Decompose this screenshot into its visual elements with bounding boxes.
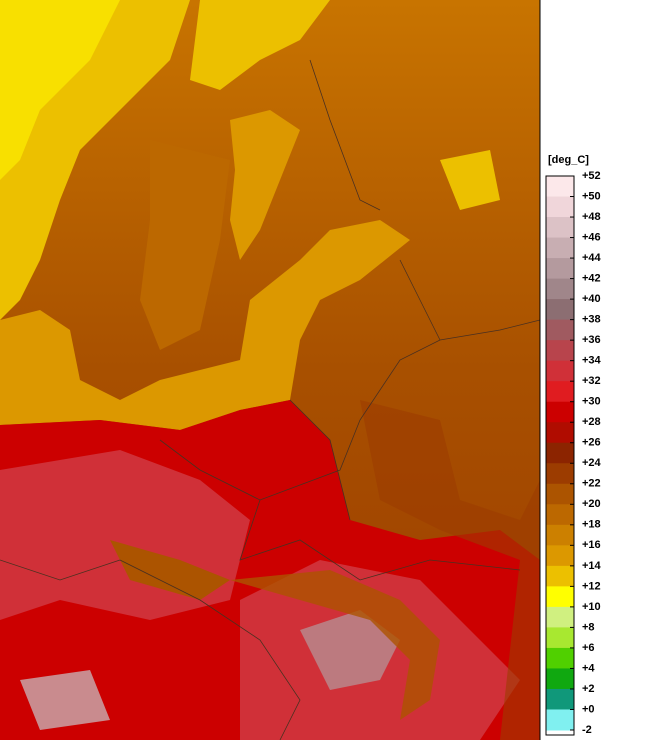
map-ridge <box>110 540 230 600</box>
legend-label: +44 <box>582 252 602 264</box>
legend-label: +0 <box>582 703 595 715</box>
legend-label: +2 <box>582 683 595 695</box>
map-lake <box>440 150 500 210</box>
legend-swatch <box>546 606 574 628</box>
map-patch <box>20 670 110 730</box>
map-region <box>360 400 540 740</box>
legend-label: +36 <box>582 334 601 346</box>
map-region <box>0 0 120 180</box>
legend-swatch <box>546 647 574 669</box>
map-borders <box>0 59 541 740</box>
legend-label: +50 <box>582 190 601 202</box>
legend-label: +10 <box>582 601 601 613</box>
legend-label: +20 <box>582 498 601 510</box>
legend-title: [deg_C] <box>548 154 589 166</box>
legend-label: +22 <box>582 478 601 490</box>
map-ridge <box>230 570 440 720</box>
legend-swatch <box>546 360 574 382</box>
legend-swatch <box>546 319 574 341</box>
legend-label: +4 <box>582 662 595 674</box>
legend-swatch <box>546 422 574 444</box>
legend-label: +46 <box>582 231 601 243</box>
legend-swatch <box>546 258 574 280</box>
legend-frame <box>545 175 575 736</box>
legend-label: +14 <box>582 560 602 572</box>
legend-swatch <box>546 565 574 587</box>
legend-swatch <box>546 627 574 649</box>
map-sea <box>230 110 300 260</box>
legend-label: +12 <box>582 580 601 592</box>
map-region <box>190 0 330 90</box>
legend-swatch <box>546 524 574 546</box>
legend-swatch <box>546 196 574 218</box>
legend-label: +34 <box>582 355 602 367</box>
legend-label: +48 <box>582 211 601 223</box>
map-land <box>140 140 230 350</box>
legend-label: +8 <box>582 621 595 633</box>
map-patch <box>300 610 400 690</box>
legend-swatch <box>546 278 574 300</box>
legend-label: +38 <box>582 314 601 326</box>
legend-label: +40 <box>582 293 601 305</box>
legend-swatch <box>546 401 574 423</box>
legend-swatch <box>546 668 574 690</box>
legend-label: +6 <box>582 642 595 654</box>
legend-swatch <box>546 545 574 567</box>
legend-swatch <box>546 688 574 710</box>
legend-label: +18 <box>582 519 601 531</box>
legend-swatch <box>546 381 574 403</box>
legend-label: +26 <box>582 437 601 449</box>
legend-label: +32 <box>582 375 601 387</box>
legend-label: +24 <box>582 457 602 469</box>
legend-swatch <box>546 176 574 198</box>
legend-swatch <box>546 463 574 485</box>
legend-swatch <box>546 709 574 731</box>
legend-swatch <box>546 586 574 608</box>
legend-label: +28 <box>582 416 601 428</box>
legend-label: -2 <box>582 724 592 736</box>
legend-swatch <box>546 217 574 239</box>
legend-swatch <box>546 299 574 321</box>
legend-label: +42 <box>582 272 601 284</box>
legend-label: +16 <box>582 539 601 551</box>
legend-swatch <box>546 237 574 259</box>
legend-swatch <box>546 340 574 362</box>
legend-swatch <box>546 483 574 505</box>
map <box>0 0 541 740</box>
legend: +52 +50 +48 +46 +44 +42 +40 +38 +36 +34 +32 +30 +28 +… <box>545 170 602 736</box>
legend-swatch <box>546 442 574 464</box>
legend-label: +52 <box>582 170 601 182</box>
map-sea <box>0 220 410 430</box>
legend-label: +30 <box>582 396 601 408</box>
legend-swatch <box>546 504 574 526</box>
